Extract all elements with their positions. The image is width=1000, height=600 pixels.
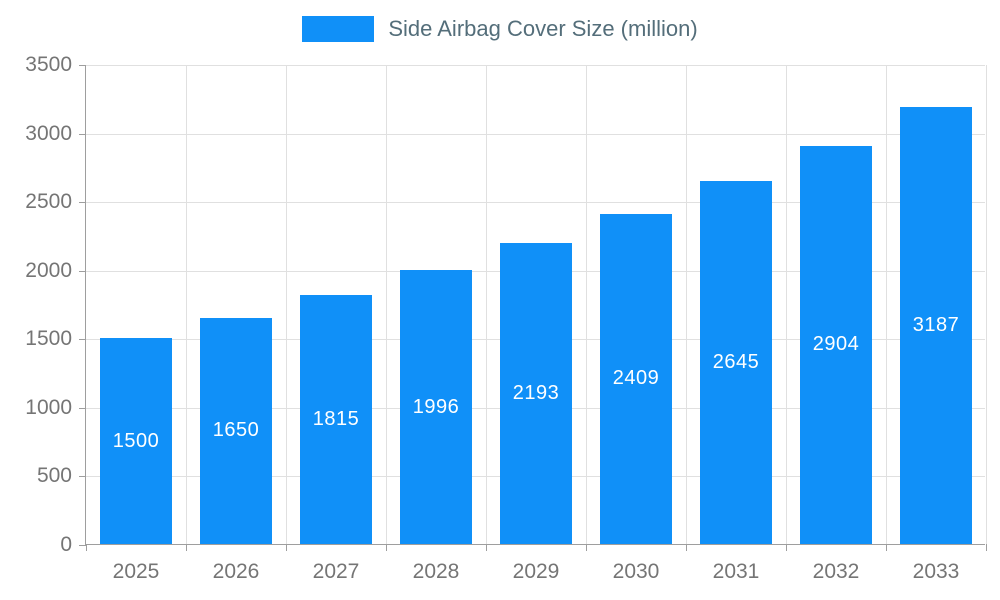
y-tick-mark (79, 133, 86, 135)
y-tick-mark (79, 202, 86, 204)
x-tick-mark (886, 544, 887, 551)
legend-swatch (302, 16, 375, 42)
x-tick-mark (186, 544, 187, 551)
bar-2033[interactable]: 3187 (900, 106, 972, 544)
y-tick-label: 500 (36, 464, 72, 488)
x-tick-mark (486, 544, 487, 551)
bar-2027[interactable]: 1815 (300, 295, 372, 544)
x-tick-mark (286, 544, 287, 551)
bar-value-label: 1815 (312, 408, 360, 431)
bar-2026[interactable]: 1650 (200, 317, 272, 544)
y-tick-mark (79, 545, 86, 546)
x-tick-label-2029: 2029 (512, 560, 560, 583)
bar-value-label: 2409 (612, 367, 660, 390)
x-tick-mark (386, 544, 387, 551)
x-tick-label-2031: 2031 (712, 560, 760, 583)
x-tick-mark (986, 544, 987, 551)
y-tick-label: 2000 (25, 258, 72, 282)
x-gridline (986, 65, 987, 544)
y-gridline (86, 202, 985, 204)
y-tick-label: 3000 (25, 121, 72, 145)
x-tick-label-2032: 2032 (812, 560, 860, 583)
bar-2029[interactable]: 2193 (500, 243, 572, 544)
y-tick-mark (79, 407, 86, 409)
y-tick-label: 1000 (25, 395, 72, 419)
y-tick-mark (79, 476, 86, 478)
x-tick-label-2028: 2028 (412, 560, 460, 583)
y-gridline (86, 133, 985, 135)
x-gridline (586, 65, 587, 544)
x-gridline (686, 65, 687, 544)
bar-2032[interactable]: 2904 (800, 145, 872, 544)
x-tick-label-2030: 2030 (612, 560, 660, 583)
legend-item[interactable]: Side Airbag Cover Size (million) (0, 16, 1000, 42)
x-tick-label-2026: 2026 (212, 560, 260, 583)
bar-value-label: 1500 (112, 429, 160, 452)
x-gridline (386, 65, 387, 544)
x-tick-mark (786, 544, 787, 551)
bar-value-label: 1650 (212, 419, 260, 442)
bar-value-label: 2645 (712, 351, 760, 374)
plot-area: 0 500 1000 1500 2000 2500 3000 3500 1500 2025 1650… (25, 53, 987, 583)
x-gridline (486, 65, 487, 544)
bar-2025[interactable]: 1500 (100, 338, 172, 544)
x-tick-mark (586, 544, 587, 551)
x-tick-label-2027: 2027 (312, 560, 360, 583)
y-gridline (86, 65, 985, 66)
x-tick-mark (86, 544, 87, 551)
y-tick-mark (79, 339, 86, 341)
bar-value-label: 2193 (512, 382, 560, 405)
x-gridline (886, 65, 887, 544)
bar-value-label: 2904 (812, 333, 860, 356)
legend-label: Side Airbag Cover Size (million) (388, 16, 698, 41)
y-tick-label: 2500 (25, 190, 72, 214)
y-tick-label: 3500 (25, 53, 72, 76)
x-gridline (786, 65, 787, 544)
x-gridline (286, 65, 287, 544)
bar-value-label: 3187 (912, 313, 960, 336)
y-tick-label: 1500 (25, 327, 72, 351)
bar-value-label: 1996 (412, 395, 460, 418)
bar-2030[interactable]: 2409 (600, 213, 672, 544)
bar-2028[interactable]: 1996 (400, 270, 472, 544)
x-gridline (186, 65, 187, 544)
x-tick-mark (686, 544, 687, 551)
y-tick-label: 0 (60, 533, 72, 556)
x-tick-label-2025: 2025 (112, 560, 160, 583)
bar-2031[interactable]: 2645 (700, 181, 772, 544)
y-tick-mark (79, 270, 86, 272)
y-tick-mark (79, 65, 86, 66)
x-tick-label-2033: 2033 (912, 560, 960, 583)
